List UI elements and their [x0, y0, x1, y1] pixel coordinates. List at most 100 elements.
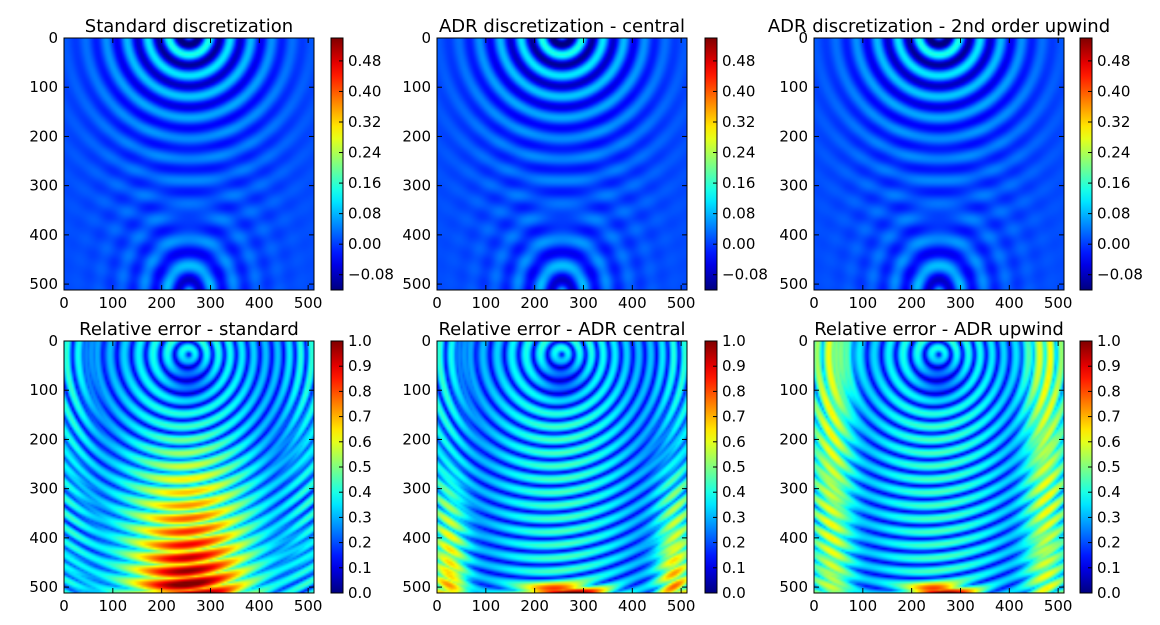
plot-frame [813, 340, 1065, 594]
x-tick-label: 400 [995, 294, 1024, 312]
y-tick-label: 200 [402, 127, 431, 145]
colorbar-tick-label: 0.40 [1097, 82, 1130, 100]
colorbar-tick-label: 0.08 [1097, 205, 1130, 223]
subplot-title: Standard discretization [85, 16, 293, 37]
y-tick-label: 0 [48, 29, 58, 47]
plot-frame [436, 340, 688, 594]
colorbar-tick-label: 0.08 [722, 205, 755, 223]
plot-frame [63, 37, 315, 291]
colorbar-tick-label: 0.4 [348, 483, 372, 501]
colorbar-tick-label: −0.08 [722, 266, 768, 284]
plot-frame [813, 37, 1065, 291]
colorbar-tick-label: 0.00 [722, 235, 755, 253]
x-tick-label: 500 [294, 597, 323, 615]
colorbar-tick-label: 0.48 [722, 52, 755, 70]
subplot-6: Relative error - ADR upwind 0 100 200 300 400… [779, 319, 1121, 615]
x-tick-label: 500 [667, 294, 696, 312]
y-tick-label: 100 [29, 78, 58, 96]
colorbar-tick-label: −0.08 [348, 266, 394, 284]
y-tick-label: 100 [29, 381, 58, 399]
y-tick-label: 500 [29, 275, 58, 293]
colorbar-tick-label: 0.00 [1097, 235, 1130, 253]
y-tick-label: 200 [779, 430, 808, 448]
colorbar-tick-label: 0.8 [722, 382, 746, 400]
colorbar-tick-label: 0.48 [1097, 52, 1130, 70]
heatmap-image [814, 38, 1064, 290]
colorbar-tick-label: 0.8 [1097, 382, 1121, 400]
colorbar-tick-label: 0.32 [348, 113, 381, 131]
colorbar-tick-label: 0.9 [348, 357, 372, 375]
colorbar-tick-label: 0.9 [722, 357, 746, 375]
x-tick-label: 400 [618, 597, 647, 615]
colorbar-tick-label: 0.1 [722, 559, 746, 577]
colorbar-tick-label: 0.32 [722, 113, 755, 131]
x-tick-label: 400 [618, 294, 647, 312]
colorbar-tick-label: 0.2 [722, 534, 746, 552]
plot-frame [63, 340, 315, 594]
x-tick-label: 200 [897, 597, 926, 615]
x-tick-label: 400 [245, 294, 274, 312]
colorbar-tick-label: 0.0 [1097, 584, 1121, 602]
y-tick-label: 0 [48, 332, 58, 350]
colorbar-tick-label: 0.7 [1097, 408, 1121, 426]
y-tick-label: 0 [798, 29, 808, 47]
colorbar-tick-label: 0.3 [1097, 508, 1121, 526]
colorbar-tick-label: 0.1 [1097, 559, 1121, 577]
x-tick-label: 100 [472, 597, 501, 615]
x-tick-label: 300 [569, 294, 598, 312]
colorbar-tick-label: 0.4 [722, 483, 746, 501]
subplot-title: ADR discretization - central [439, 16, 685, 37]
colorbar-tick-label: 0.24 [348, 144, 381, 162]
x-tick-label: 400 [995, 597, 1024, 615]
colorbar [330, 37, 344, 291]
x-tick-label: 200 [897, 294, 926, 312]
x-tick-label: 0 [432, 294, 442, 312]
y-tick-label: 500 [402, 578, 431, 596]
heatmap-image [64, 341, 314, 593]
colorbar-tick-label: 0.40 [722, 82, 755, 100]
heatmap-image [437, 38, 687, 290]
x-tick-label: 300 [196, 597, 225, 615]
y-tick-label: 300 [779, 177, 808, 195]
x-tick-label: 100 [99, 294, 128, 312]
x-tick-label: 300 [196, 294, 225, 312]
y-tick-label: 400 [402, 226, 431, 244]
colorbar-tick-label: 0.24 [1097, 144, 1130, 162]
colorbar-tick-label: 0.5 [1097, 458, 1121, 476]
x-tick-label: 500 [294, 294, 323, 312]
colorbar-tick-label: 1.0 [348, 332, 372, 350]
x-tick-label: 400 [245, 597, 274, 615]
y-tick-label: 400 [402, 529, 431, 547]
subplot-4: Relative error - standard 0 100 200 300 400 50… [29, 319, 372, 615]
y-tick-label: 400 [29, 529, 58, 547]
colorbar-tick-label: 0.6 [722, 433, 746, 451]
colorbar-tick-label: 0.24 [722, 144, 755, 162]
y-tick-label: 300 [402, 480, 431, 498]
y-tick-label: 400 [779, 226, 808, 244]
colorbar-tick-label: −0.08 [1097, 266, 1143, 284]
colorbar-tick-label: 0.16 [1097, 174, 1130, 192]
colorbar-tick-label: 0.7 [722, 408, 746, 426]
x-tick-label: 0 [809, 294, 819, 312]
x-tick-label: 300 [569, 597, 598, 615]
x-tick-label: 200 [520, 597, 549, 615]
plot-frame [436, 37, 688, 291]
x-tick-label: 500 [667, 597, 696, 615]
y-tick-label: 200 [29, 127, 58, 145]
subplot-5: Relative error - ADR central 0 100 200 300 40… [402, 319, 746, 615]
colorbar-tick-label: 0.9 [1097, 357, 1121, 375]
subplot-title: Relative error - ADR upwind [814, 319, 1064, 340]
y-tick-label: 500 [29, 578, 58, 596]
colorbar-tick-label: 0.0 [722, 584, 746, 602]
y-tick-label: 500 [402, 275, 431, 293]
x-tick-label: 500 [1044, 597, 1073, 615]
colorbar-tick-label: 0.1 [348, 559, 372, 577]
colorbar-tick-label: 0.8 [348, 382, 372, 400]
colorbar-tick-label: 1.0 [722, 332, 746, 350]
y-tick-label: 300 [779, 480, 808, 498]
colorbar-tick-label: 0.4 [1097, 483, 1121, 501]
x-tick-label: 500 [1044, 294, 1073, 312]
x-tick-label: 200 [147, 294, 176, 312]
